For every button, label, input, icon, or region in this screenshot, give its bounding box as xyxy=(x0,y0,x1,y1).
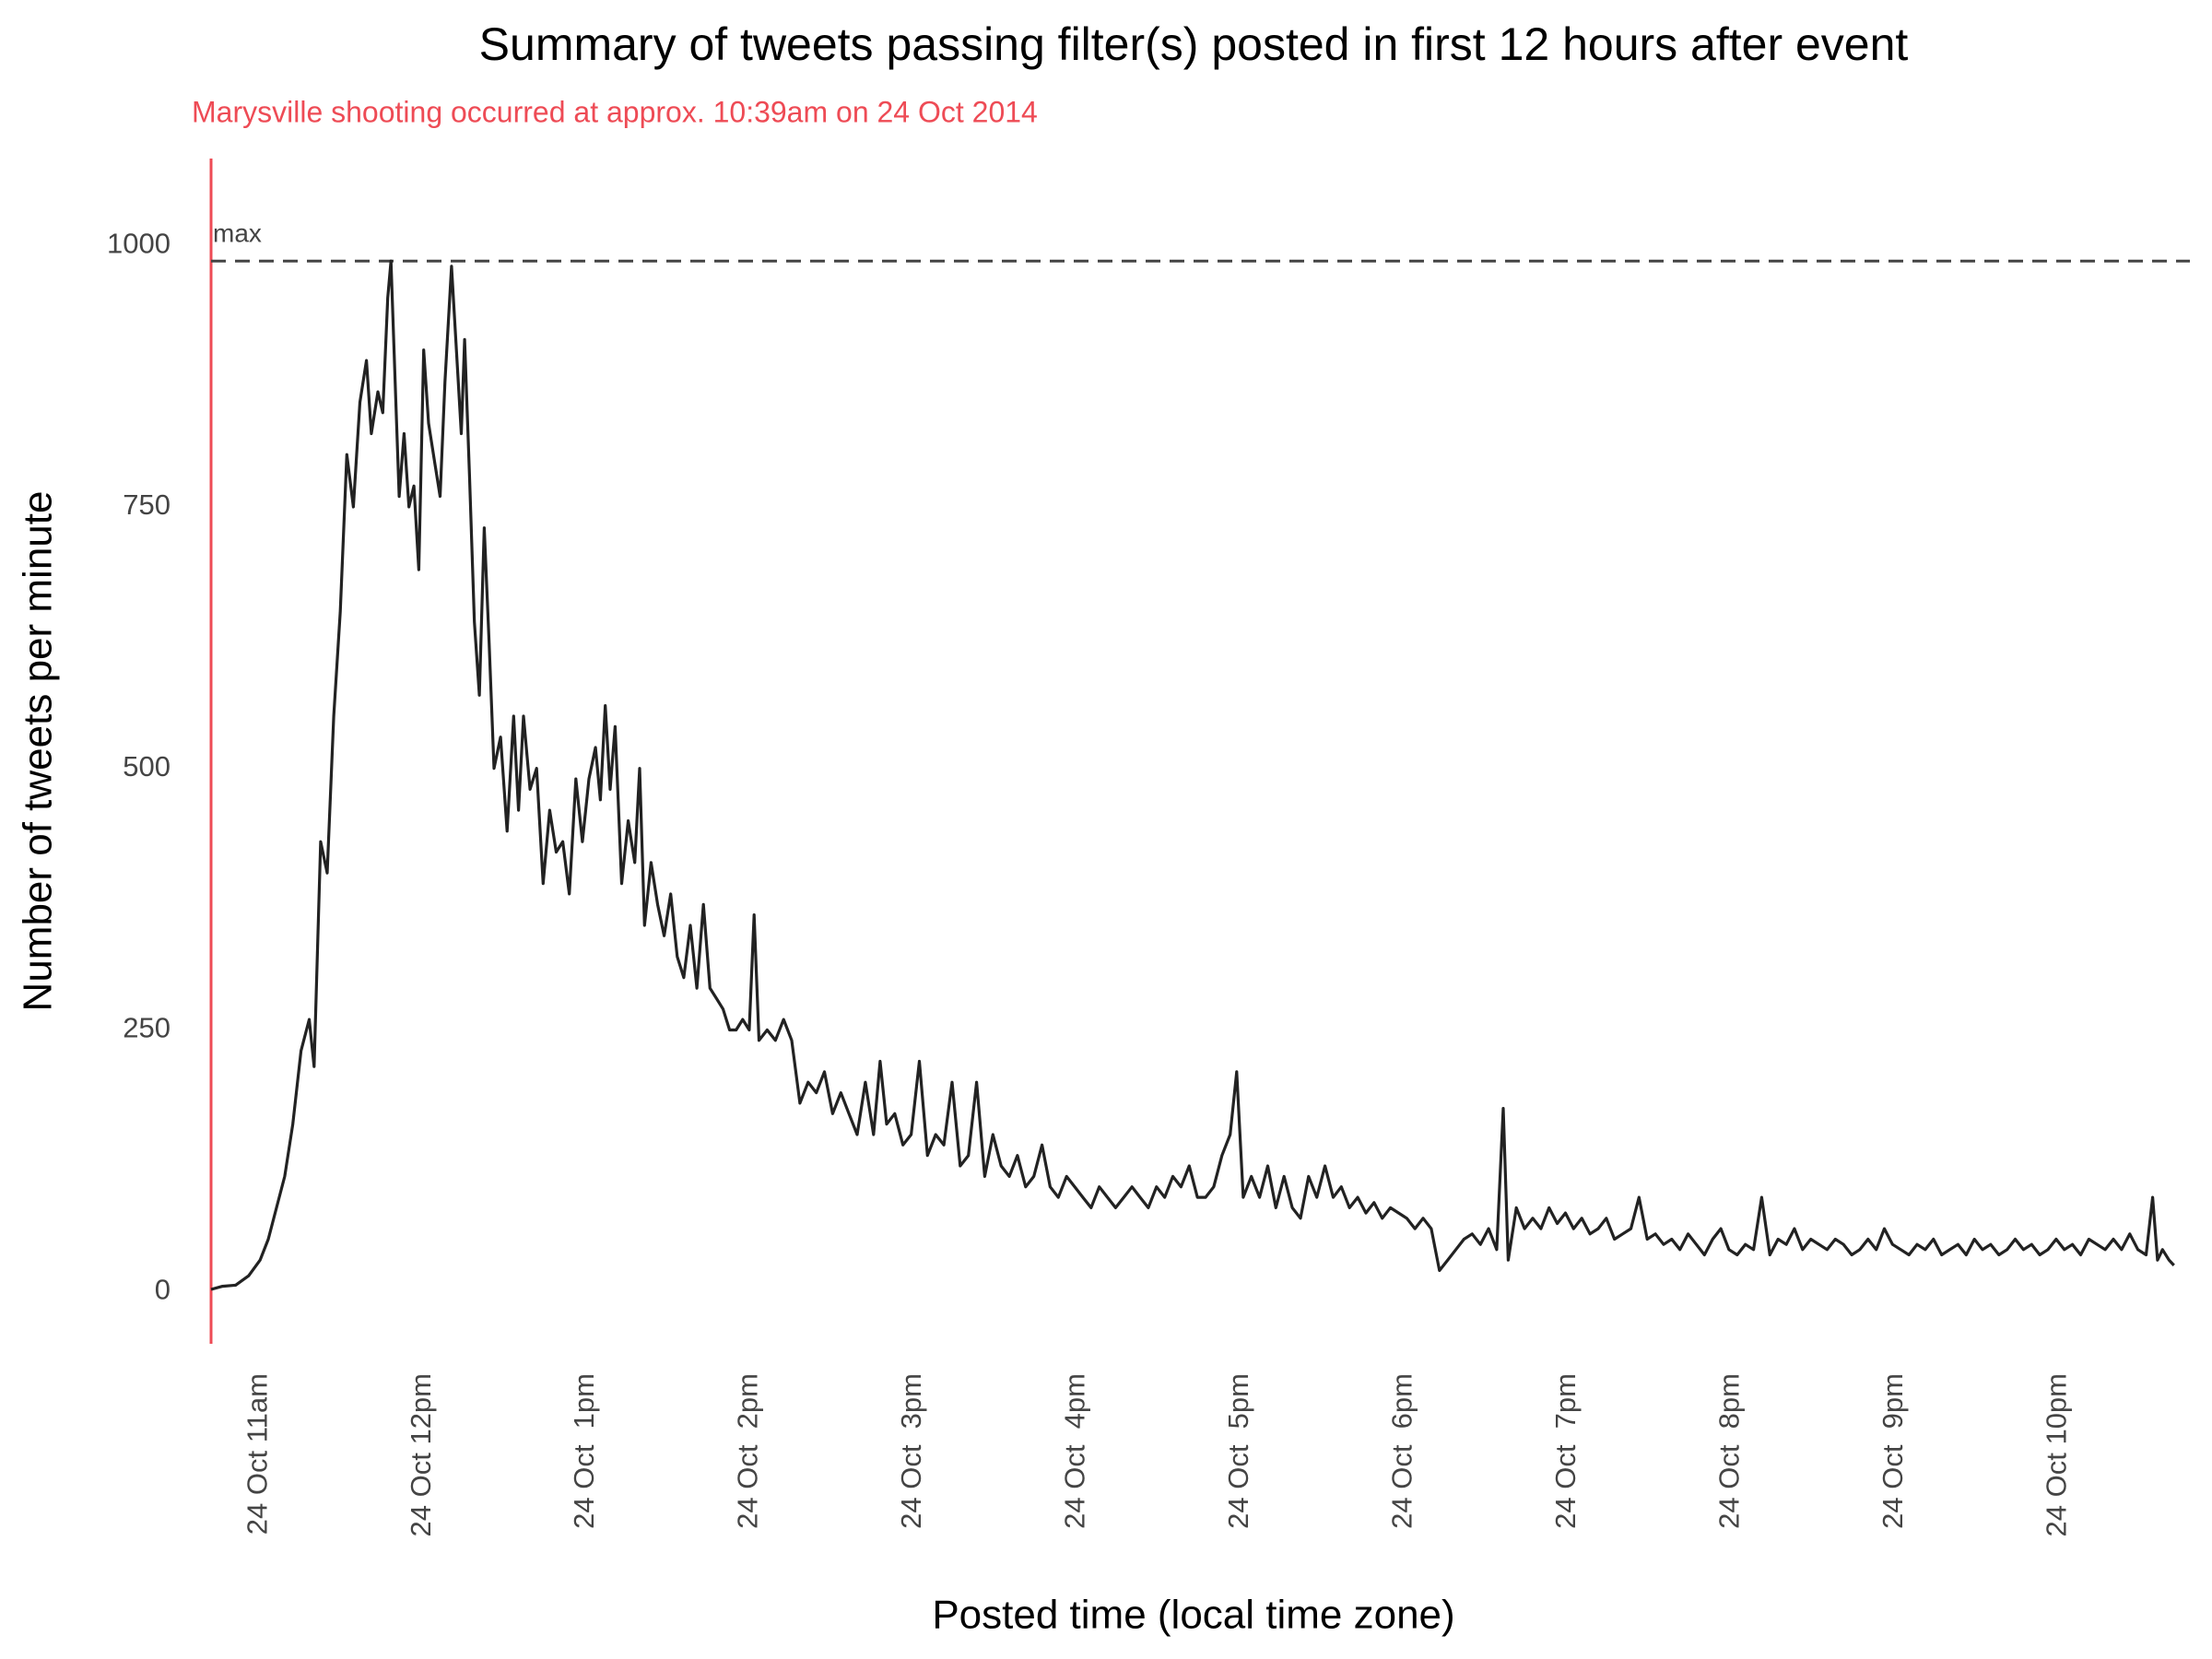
y-tick-label: 750 xyxy=(123,488,171,521)
x-tick-label: 24 Oct 8pm xyxy=(1713,1373,1746,1529)
x-tick-label: 24 Oct 2pm xyxy=(732,1373,764,1529)
x-tick-label: 24 Oct 6pm xyxy=(1386,1373,1418,1529)
y-tick-label: 500 xyxy=(123,750,171,782)
y-axis-title: Number of tweets per minute xyxy=(16,491,61,1012)
chart-title: Summary of tweets passing filter(s) post… xyxy=(479,18,1909,70)
x-tick-label: 24 Oct 9pm xyxy=(1877,1373,1909,1529)
x-tick-label: 24 Oct 4pm xyxy=(1059,1373,1091,1529)
y-tick-label: 0 xyxy=(155,1273,171,1305)
x-tick-label: 24 Oct 1pm xyxy=(568,1373,600,1529)
x-tick-label: 24 Oct 3pm xyxy=(895,1373,927,1529)
x-tick-label: 24 Oct 12pm xyxy=(405,1373,437,1536)
data-line xyxy=(210,259,2175,1291)
x-tick-label: 24 Oct 11am xyxy=(241,1373,273,1535)
x-axis-title: Posted time (local time zone) xyxy=(932,1593,1454,1638)
x-tick-label: 24 Oct 5pm xyxy=(1222,1373,1254,1529)
x-tick-label: 24 Oct 7pm xyxy=(1549,1373,1582,1529)
chart-subtitle: Marysville shooting occurred at approx. … xyxy=(192,95,1038,128)
max-label: max xyxy=(213,219,262,248)
y-tick-label: 250 xyxy=(123,1012,171,1044)
x-tick-label: 24 Oct 10pm xyxy=(2041,1373,2073,1536)
y-tick-label: 1000 xyxy=(107,227,171,259)
